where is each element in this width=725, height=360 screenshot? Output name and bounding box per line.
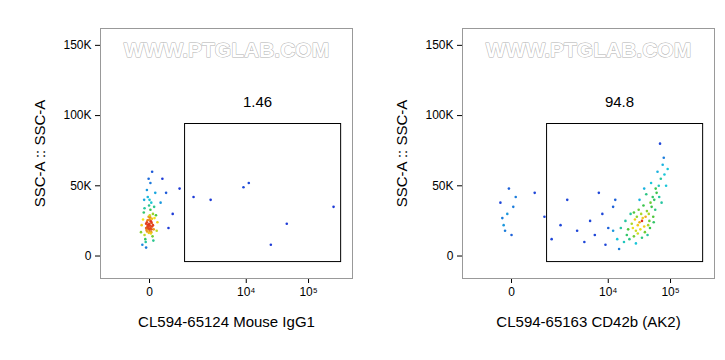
svg-text:1.46: 1.46 bbox=[243, 93, 272, 110]
svg-text:CL594-65124 Mouse IgG1: CL594-65124 Mouse IgG1 bbox=[138, 313, 315, 330]
svg-text:WWW.PTGLAB.COM: WWW.PTGLAB.COM bbox=[124, 38, 329, 61]
svg-text:WWW.PTGLAB.COM: WWW.PTGLAB.COM bbox=[486, 38, 691, 61]
svg-text:SSC-A :: SSC-A: SSC-A :: SSC-A bbox=[393, 100, 410, 208]
svg-text:100K: 100K bbox=[63, 108, 91, 122]
svg-text:10⁴: 10⁴ bbox=[599, 285, 618, 299]
svg-text:50K: 50K bbox=[432, 179, 453, 193]
svg-text:94.8: 94.8 bbox=[605, 93, 634, 110]
svg-text:0: 0 bbox=[146, 285, 153, 299]
svg-text:150K: 150K bbox=[425, 38, 453, 52]
svg-text:SSC-A :: SSC-A: SSC-A :: SSC-A bbox=[31, 100, 48, 208]
svg-text:10⁵: 10⁵ bbox=[661, 285, 679, 299]
svg-text:150K: 150K bbox=[63, 38, 91, 52]
svg-text:0: 0 bbox=[85, 249, 92, 263]
svg-text:CL594-65163 CD42b (AK2): CL594-65163 CD42b (AK2) bbox=[496, 313, 680, 330]
svg-text:10⁵: 10⁵ bbox=[299, 285, 317, 299]
svg-text:0: 0 bbox=[447, 249, 454, 263]
svg-text:0: 0 bbox=[508, 285, 515, 299]
svg-text:100K: 100K bbox=[425, 108, 453, 122]
svg-text:50K: 50K bbox=[70, 179, 91, 193]
svg-text:10⁴: 10⁴ bbox=[237, 285, 256, 299]
